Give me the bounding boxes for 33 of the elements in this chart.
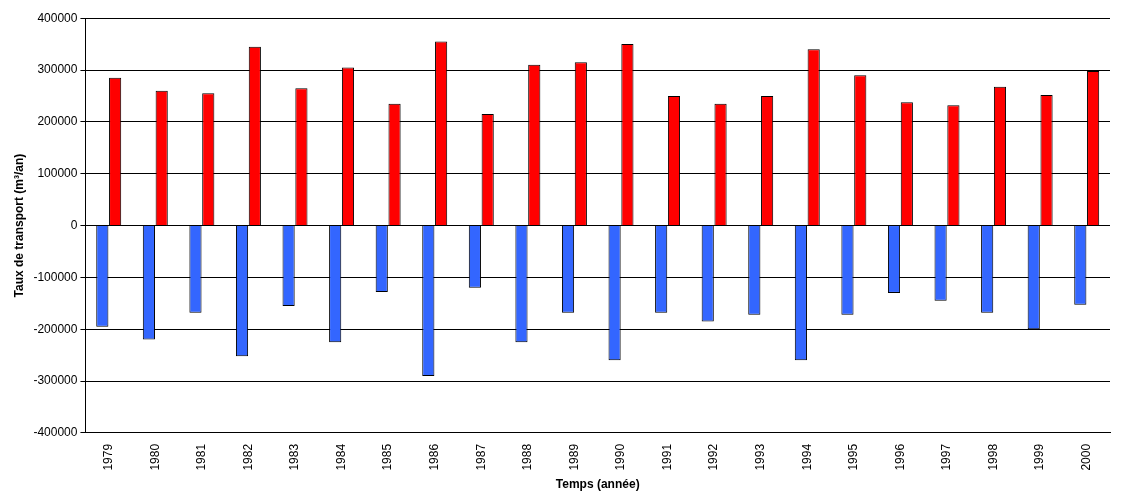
x-tick-label: 1988 [520,443,535,471]
x-tick-label: 1991 [659,443,674,471]
y-tick-label: 200000 [37,114,78,129]
y-axis-title: Taux de transport (m³/an) [11,153,26,298]
x-tick-label: 1984 [333,443,348,471]
x-tick-label: 1994 [799,443,814,471]
y-tick-label: 0 [70,217,78,232]
y-tick-label: 100000 [37,166,78,181]
x-tick-label: 1979 [101,443,116,471]
x-tick-label: 2000 [1079,443,1094,471]
x-tick-label: 1989 [566,443,581,471]
x-tick-label: 1993 [753,443,768,471]
x-tick-label: 1998 [985,443,1000,471]
x-tick-label: 1983 [287,443,302,471]
x-tick-label: 1995 [846,443,861,471]
x-axis-title: Temps (année) [555,477,640,492]
x-tick-label: 1986 [427,443,442,471]
x-tick-label: 1999 [1032,443,1047,471]
x-tick-label: 1990 [613,443,628,471]
y-tick-label: -200000 [33,321,78,336]
x-tick-label: 1980 [147,443,162,471]
x-tick-label: 1996 [892,443,907,471]
x-tick-label: 1981 [194,443,209,471]
y-tick-label: -300000 [33,373,78,388]
y-tick-label: -400000 [33,425,78,440]
x-tick-label: 1985 [380,443,395,471]
x-tick-label: 1982 [240,443,255,471]
y-tick-label: -100000 [33,269,78,284]
y-tick-label: 400000 [37,10,78,25]
x-tick-label: 1992 [706,443,721,471]
x-tick-label: 1997 [939,443,954,471]
x-tick-label: 1987 [473,443,488,471]
y-tick-label: 300000 [37,62,78,77]
